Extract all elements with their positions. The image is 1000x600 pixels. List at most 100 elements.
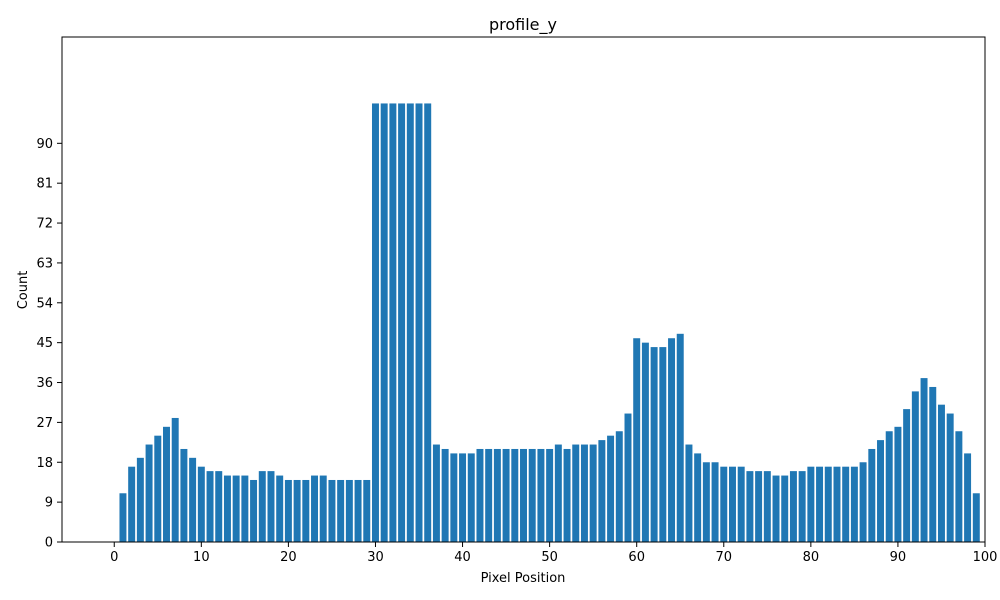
- bar-39: [450, 453, 458, 542]
- bar-13: [223, 475, 231, 542]
- bar-48: [528, 448, 536, 542]
- bar-41: [467, 453, 475, 542]
- bar-71: [729, 466, 736, 542]
- bar-76: [772, 475, 780, 542]
- bar-37: [432, 444, 440, 542]
- bar-20: [284, 479, 292, 542]
- bar-12: [215, 471, 223, 542]
- bar-84: [842, 466, 850, 542]
- x-tick-label: 100: [973, 550, 998, 565]
- bar-8: [180, 448, 188, 542]
- bar-92: [911, 391, 919, 542]
- bar-38: [441, 448, 449, 542]
- bar-62: [650, 347, 658, 542]
- bar-32: [389, 103, 397, 542]
- bar-45: [502, 448, 510, 542]
- bar-43: [485, 448, 493, 542]
- bar-53: [572, 444, 580, 542]
- bar-59: [624, 413, 632, 542]
- bar-87: [868, 448, 876, 542]
- bar-64: [668, 338, 676, 542]
- bar-83: [833, 466, 841, 542]
- bar-72: [737, 466, 745, 542]
- x-tick-label: 10: [193, 550, 210, 565]
- bar-22: [302, 479, 310, 542]
- chart-title: profile_y: [489, 15, 557, 35]
- x-tick-label: 80: [803, 550, 820, 565]
- bar-85: [850, 466, 858, 542]
- bar-77: [781, 475, 789, 542]
- x-tick-label: 50: [541, 550, 558, 565]
- x-tick-label: 60: [628, 550, 645, 565]
- bar-24: [319, 475, 327, 542]
- bar-94: [929, 386, 937, 542]
- bar-75: [763, 471, 771, 542]
- bar-2: [128, 466, 136, 542]
- y-tick-label: 27: [36, 416, 53, 431]
- bar-54: [580, 444, 588, 542]
- bar-80: [807, 466, 815, 542]
- y-axis-label: Count: [16, 271, 31, 310]
- bar-11: [206, 471, 214, 542]
- bar-29: [363, 479, 371, 542]
- x-tick-label: 70: [716, 550, 733, 565]
- x-axis-label: Pixel Position: [481, 571, 566, 586]
- y-axis-ticks: 0 9 18 27 36 45 54 63 72 81 90: [36, 137, 62, 551]
- y-tick-label: 81: [36, 177, 53, 192]
- y-tick-label: 0: [45, 536, 53, 551]
- x-tick-label: 30: [367, 550, 384, 565]
- bar-95: [937, 404, 945, 542]
- bar-44: [493, 448, 501, 542]
- bar-88: [877, 440, 884, 542]
- bars-group: [119, 103, 980, 542]
- bar-56: [598, 440, 606, 542]
- bar-63: [659, 347, 667, 542]
- bar-40: [459, 453, 467, 542]
- bar-51: [554, 444, 562, 542]
- bar-4: [145, 444, 153, 542]
- y-tick-label: 72: [36, 217, 53, 232]
- bar-52: [563, 448, 571, 542]
- bar-10: [197, 466, 205, 542]
- bar-93: [920, 378, 928, 542]
- y-tick-label: 63: [36, 256, 53, 271]
- bar-90: [894, 426, 902, 542]
- y-tick-label: 45: [36, 336, 53, 351]
- bar-47: [520, 448, 527, 542]
- bar-73: [746, 471, 754, 542]
- bar-6: [163, 426, 170, 542]
- bar-82: [824, 466, 832, 542]
- bar-55: [589, 444, 597, 542]
- bar-50: [546, 448, 554, 542]
- y-tick-label: 9: [45, 496, 53, 511]
- bar-67: [694, 453, 702, 542]
- bar-57: [607, 435, 615, 542]
- x-tick-label: 90: [890, 550, 907, 565]
- bar-7: [171, 417, 179, 542]
- bar-27: [345, 479, 353, 542]
- bar-31: [380, 103, 388, 542]
- bar-25: [328, 479, 336, 542]
- bar-9: [189, 457, 197, 542]
- bar-81: [816, 466, 824, 542]
- y-tick-label: 36: [36, 376, 53, 391]
- x-tick-label: 20: [280, 550, 297, 565]
- bar-66: [685, 444, 693, 542]
- bar-3: [136, 457, 144, 542]
- bar-5: [154, 435, 162, 542]
- x-axis-ticks: 0 10 20 30 40 50 60 70 80 90 100: [110, 542, 997, 565]
- bar-16: [250, 479, 258, 542]
- bar-28: [354, 479, 362, 542]
- bar-78: [789, 471, 797, 542]
- bar-23: [311, 475, 319, 542]
- bar-46: [511, 448, 519, 542]
- bar-61: [641, 342, 649, 542]
- bar-17: [258, 471, 266, 542]
- bar-1: [119, 493, 127, 542]
- bar-97: [955, 431, 963, 542]
- bar-99: [972, 493, 980, 542]
- bar-34: [406, 103, 414, 542]
- bar-98: [964, 453, 972, 542]
- bar-89: [885, 431, 893, 542]
